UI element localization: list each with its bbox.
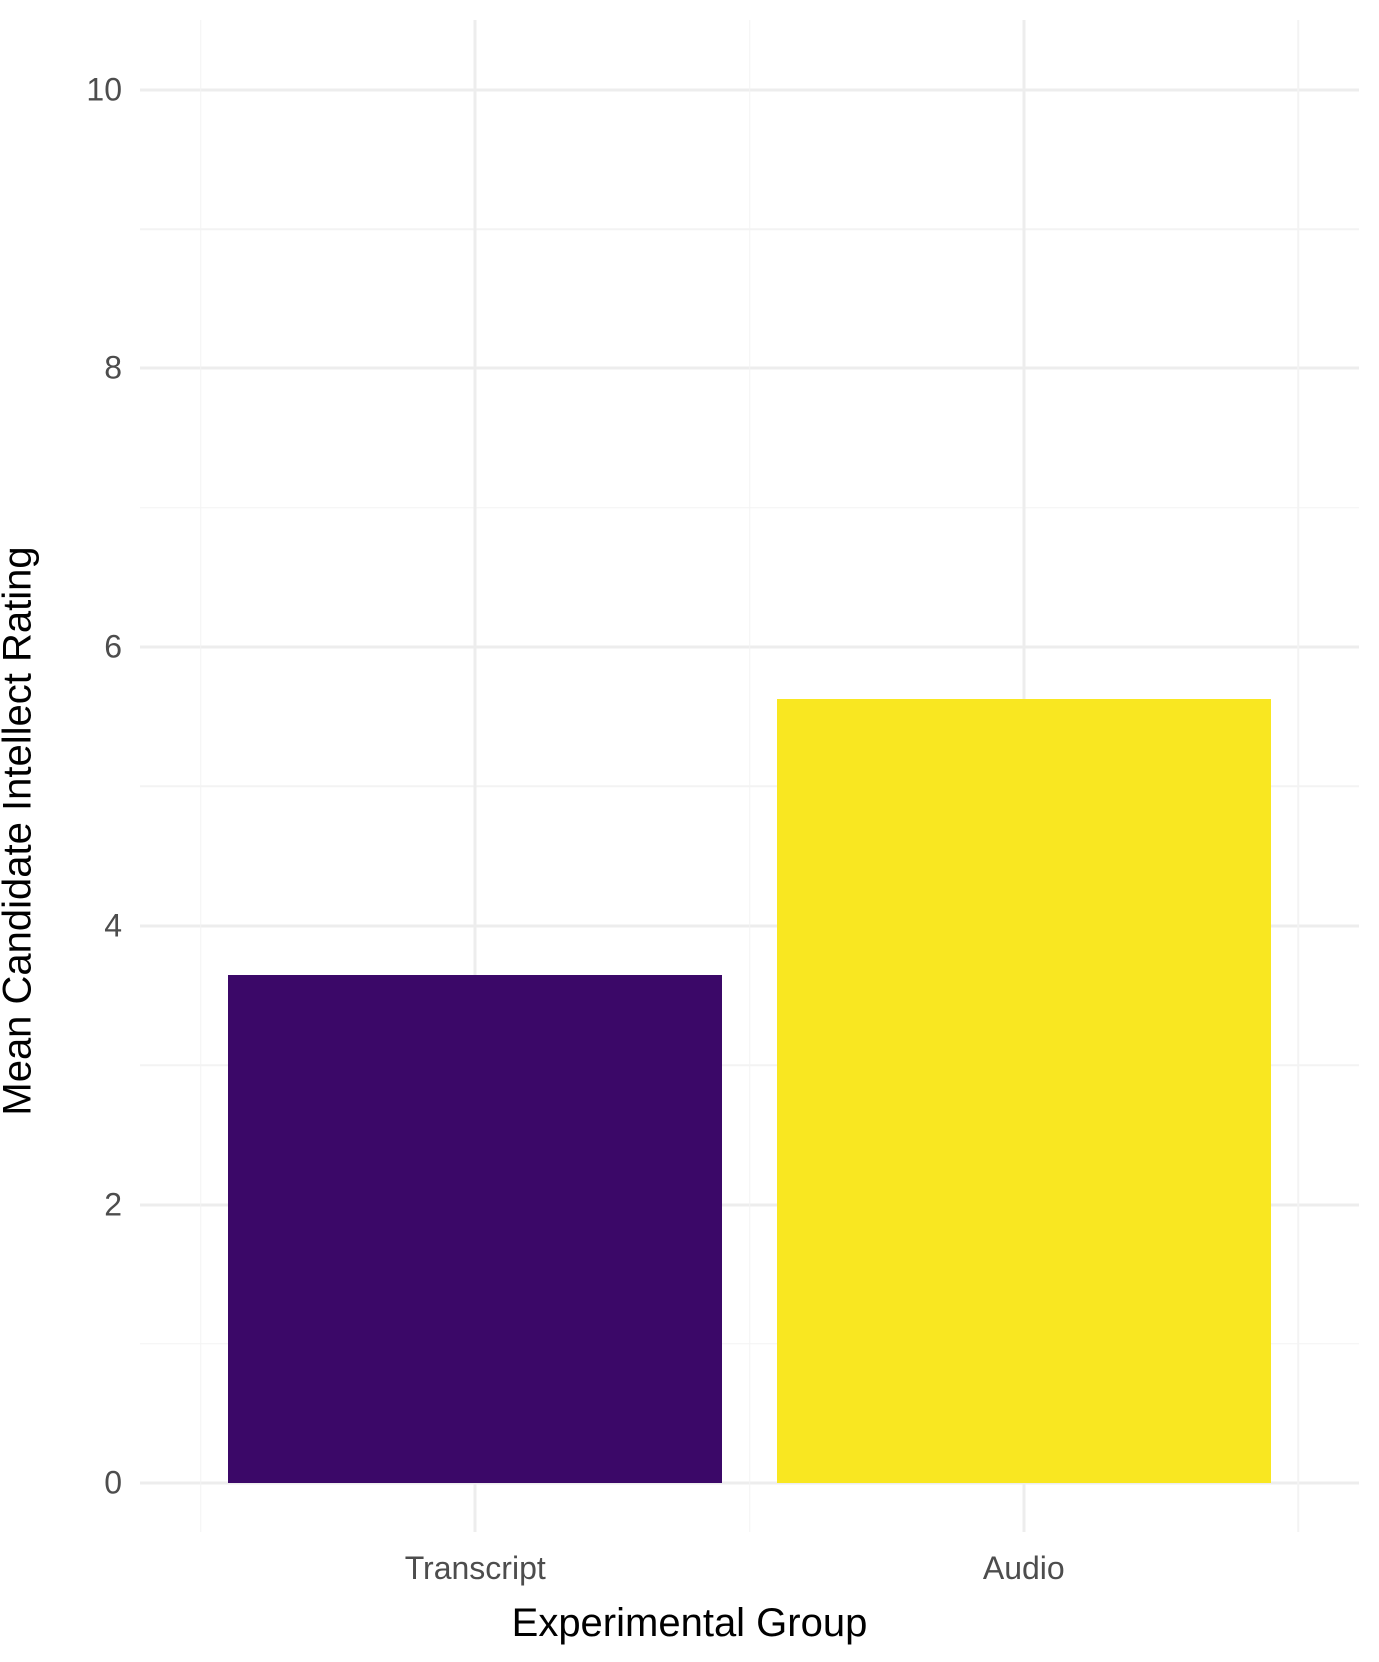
x-tick-label: Transcript bbox=[405, 1550, 546, 1587]
y-tick-label: 10 bbox=[86, 71, 122, 108]
y-tick-label: 6 bbox=[104, 629, 122, 666]
chart-container: Mean Candidate Intellect Rating Experime… bbox=[0, 0, 1379, 1662]
y-axis-title: Mean Candidate Intellect Rating bbox=[0, 546, 41, 1115]
bar bbox=[777, 699, 1271, 1484]
bar bbox=[228, 975, 722, 1484]
y-tick-label: 8 bbox=[104, 350, 122, 387]
x-tick-label: Audio bbox=[983, 1550, 1065, 1587]
y-tick-label: 2 bbox=[104, 1186, 122, 1223]
y-tick-label: 0 bbox=[104, 1465, 122, 1502]
y-tick-label: 4 bbox=[104, 907, 122, 944]
x-axis-title: Experimental Group bbox=[512, 1601, 868, 1646]
chart-panel: 0246810TranscriptAudio bbox=[140, 20, 1359, 1532]
gridline-v-minor bbox=[200, 20, 202, 1532]
gridline-v-minor bbox=[1297, 20, 1299, 1532]
plot-area: 0246810TranscriptAudio bbox=[140, 20, 1359, 1532]
gridline-v-minor bbox=[749, 20, 751, 1532]
